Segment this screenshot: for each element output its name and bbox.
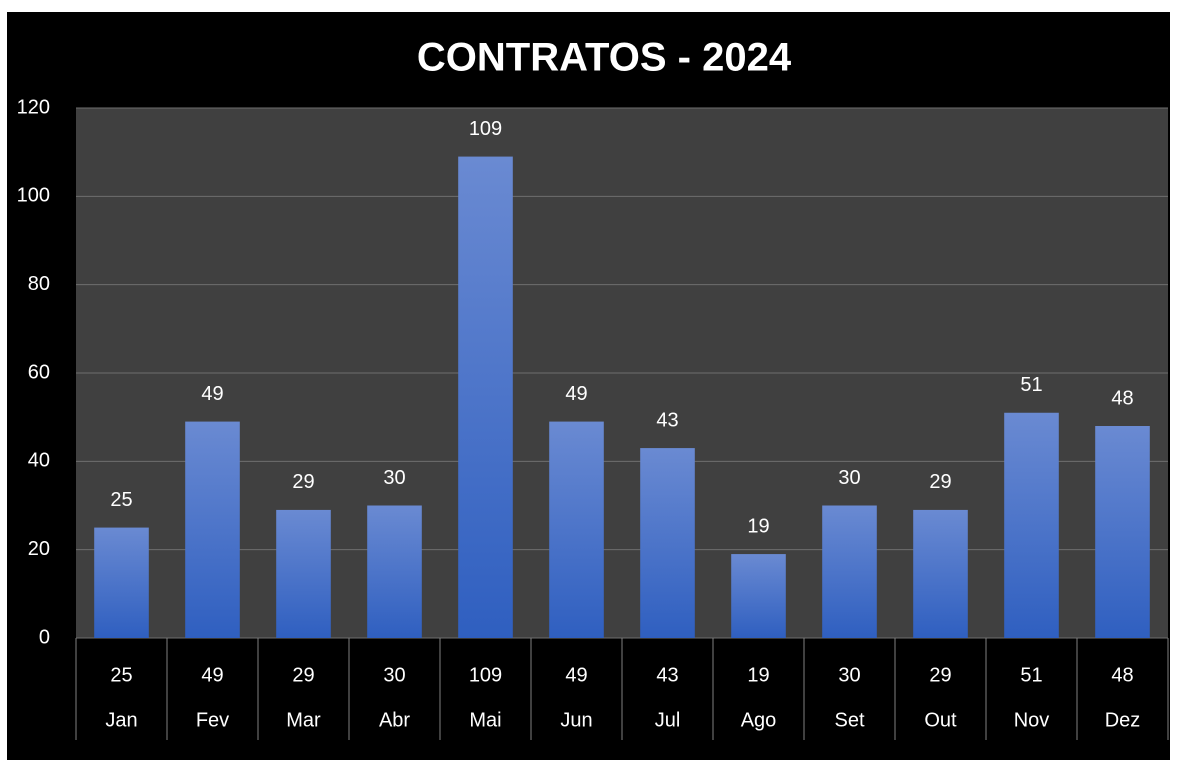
bar [822,505,877,638]
data-label: 49 [565,383,587,405]
bar [549,421,604,638]
chart-title: CONTRATOS - 2024 [417,36,792,80]
table-value: 48 [1111,664,1133,686]
bar [276,509,331,638]
data-label: 49 [201,383,223,405]
data-label: 30 [383,467,405,489]
data-label: 29 [929,471,951,493]
y-tick-label: 0 [39,626,50,648]
x-tick-label: Jul [655,709,681,731]
data-label: 19 [747,515,769,537]
bar [640,448,695,638]
x-tick-label: Out [924,709,957,731]
y-tick-label: 40 [28,450,50,472]
y-tick-label: 120 [17,96,50,118]
table-value: 29 [929,664,951,686]
table-value: 30 [838,664,860,686]
data-label: 51 [1020,374,1042,396]
y-tick-label: 20 [28,538,50,560]
bar [367,505,422,638]
table-value: 30 [383,664,405,686]
x-tick-label: Set [834,709,864,731]
table-value: 29 [292,664,314,686]
bar [458,156,513,639]
y-tick-label: 80 [28,273,50,295]
x-tick-label: Abr [379,709,410,731]
data-label: 25 [110,489,132,511]
table-value: 49 [201,664,223,686]
data-label: 30 [838,467,860,489]
x-tick-label: Mar [286,709,321,731]
table-value: 43 [656,664,678,686]
table-value: 25 [110,664,132,686]
x-tick-label: Jun [560,709,592,731]
bar [185,421,240,638]
bar [913,509,968,638]
table-value: 19 [747,664,769,686]
table-value: 51 [1020,664,1042,686]
x-tick-label: Fev [196,709,229,731]
x-tick-label: Ago [741,709,777,731]
bar [1095,426,1150,638]
x-tick-label: Mai [469,709,501,731]
data-label: 48 [1111,387,1133,409]
table-value: 109 [469,664,502,686]
data-label: 29 [292,471,314,493]
bar [94,527,149,638]
x-tick-label: Nov [1014,709,1050,731]
bar [1004,412,1059,638]
data-label: 109 [469,118,502,140]
x-tick-label: Jan [105,709,137,731]
data-label: 43 [656,409,678,431]
x-tick-label: Dez [1105,709,1141,731]
bar [731,554,786,638]
y-tick-label: 60 [28,361,50,383]
y-tick-label: 100 [17,185,50,207]
table-value: 49 [565,664,587,686]
